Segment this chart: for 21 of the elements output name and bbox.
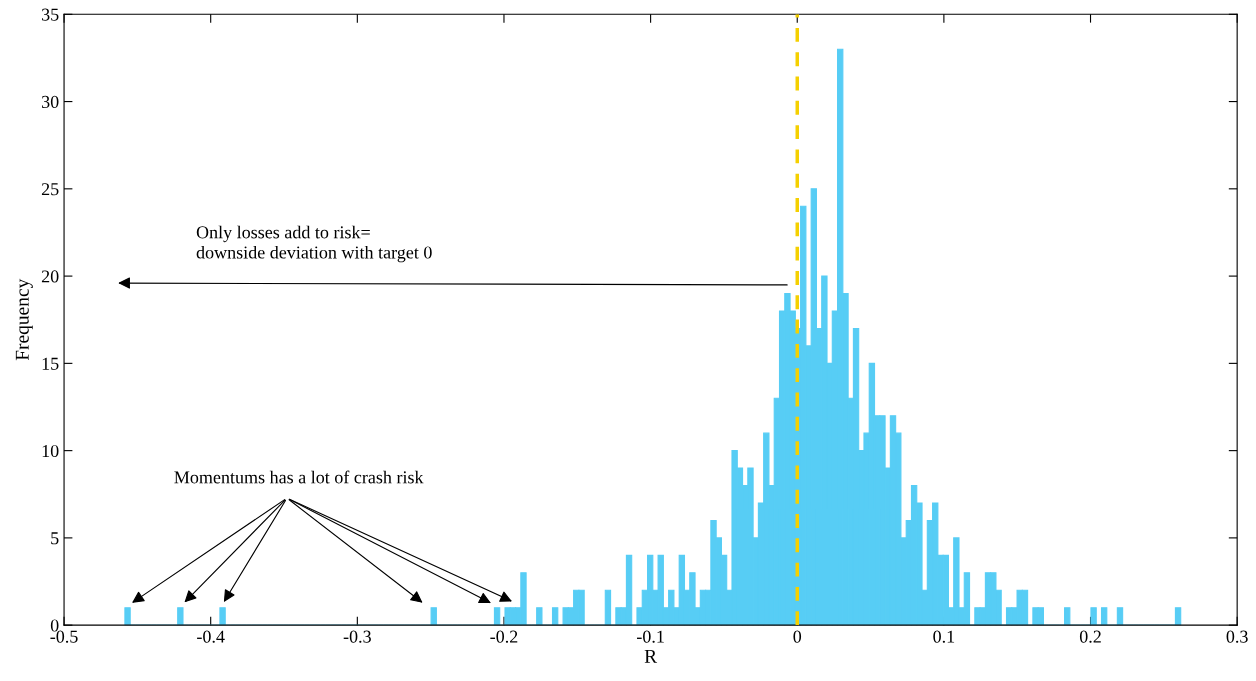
y-tick-label: 35 (42, 8, 59, 21)
x-tick-label: -0.3 (343, 630, 371, 643)
x-tick-label: 0.3 (1226, 630, 1248, 643)
annotation: Momentums has a lot of crash risk (174, 470, 424, 484)
x-tick-label: -0.5 (50, 630, 78, 643)
y-tick-label: 5 (51, 532, 59, 545)
y-tick-label: 10 (42, 444, 59, 458)
annotation: Only losses add to risk= downside deviation with target 0 (196, 225, 432, 263)
x-axis-title: R (644, 649, 658, 663)
x-tick-label: -0.2 (490, 630, 518, 643)
y-tick-label: 20 (41, 270, 59, 283)
y-tick-label: 0 (50, 619, 59, 632)
y-tick-label: 25 (41, 183, 59, 196)
x-tick-label: 0.1 (933, 630, 955, 643)
y-tick-label: 30 (42, 95, 59, 109)
x-tick-label: 0.2 (1079, 630, 1101, 643)
y-axis-title: Frequency (15, 278, 33, 361)
x-tick-label: 0 (793, 630, 802, 643)
x-tick-label: -0.4 (197, 630, 225, 643)
x-tick-label: -0.1 (636, 630, 664, 643)
y-tick-label: 15 (42, 357, 59, 370)
